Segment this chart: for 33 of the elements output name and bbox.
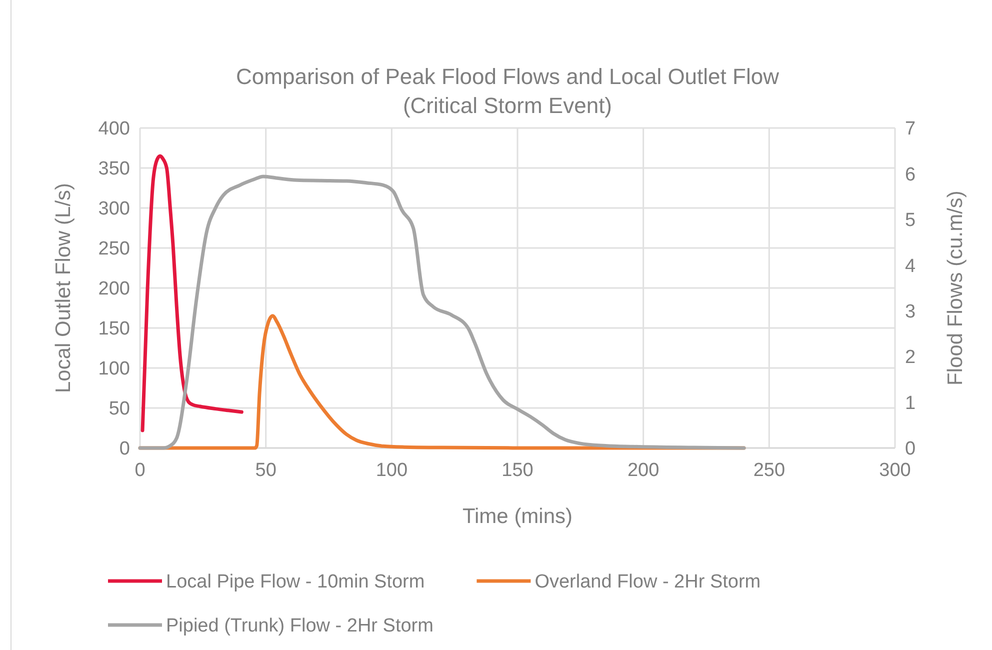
y2-tick-label: 1 <box>905 392 916 414</box>
y-tick-label: 50 <box>108 398 130 420</box>
y-axis-title: Local Outlet Flow (L/s) <box>52 182 75 394</box>
y2-tick-label: 6 <box>905 164 916 186</box>
y2-tick-label: 4 <box>905 256 916 277</box>
y-tick-label: 250 <box>98 238 130 260</box>
y-tick-label: 100 <box>98 358 130 380</box>
x-tick-label: 100 <box>376 460 408 481</box>
chart-title: Comparison of Peak Flood Flows and Local Outlet Flow (Critical Storm Event) <box>236 64 780 118</box>
y-tick-label: 0 <box>119 438 130 460</box>
y2-tick-label: 0 <box>905 438 916 460</box>
y2-axis-title: Flood Flows (cu.m/s) <box>944 190 967 386</box>
x-tick-label: 250 <box>753 460 786 481</box>
x-tick-label: 0 <box>134 460 146 481</box>
x-tick-label: 200 <box>627 460 660 481</box>
x-tick-label: 150 <box>502 460 534 481</box>
y-tick-label: 200 <box>98 278 130 300</box>
y-tick-label: 400 <box>98 118 130 140</box>
y2-tick-label: 7 <box>905 118 916 140</box>
x-tick-label: 300 <box>879 460 911 481</box>
y-tick-label: 150 <box>98 318 130 340</box>
legend-label: Pipied (Trunk) Flow - 2Hr Storm <box>166 616 434 637</box>
x-axis-title: Time (mins) <box>462 505 573 528</box>
y-tick-label: 300 <box>98 198 130 220</box>
legend-label: Local Pipe Flow - 10min Storm <box>166 572 425 593</box>
y2-tick-label: 2 <box>905 347 916 368</box>
y2-tick-label: 5 <box>905 210 916 232</box>
legend-label: Overland Flow - 2Hr Storm <box>534 572 761 593</box>
y-tick-label: 350 <box>98 158 130 180</box>
y2-tick-label: 3 <box>905 302 916 323</box>
line-series <box>140 154 244 432</box>
x-tick-label: 50 <box>255 460 276 481</box>
line-series <box>138 174 746 450</box>
